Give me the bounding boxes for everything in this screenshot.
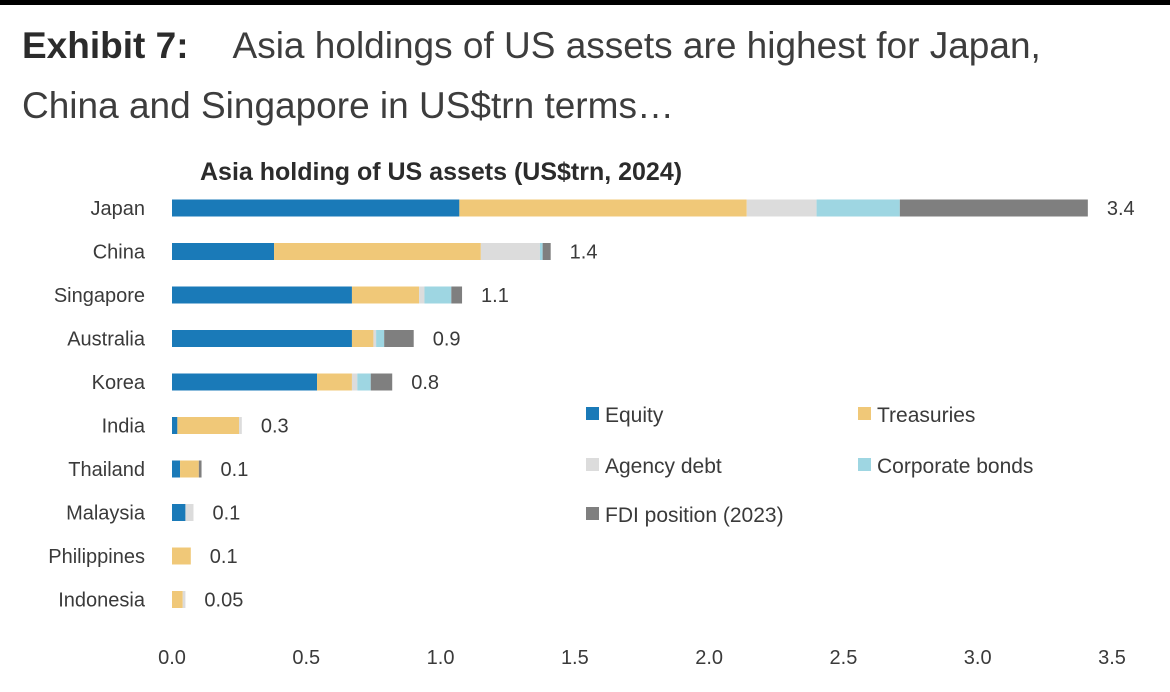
bar-china-fdi-position-2023 bbox=[542, 243, 551, 260]
bar-china-equity bbox=[172, 243, 275, 260]
chart-title: Asia holding of US assets (US$trn, 2024) bbox=[200, 158, 683, 186]
bar-australia-corporate-bonds bbox=[376, 330, 385, 347]
total-label-singapore: 1.1 bbox=[481, 285, 509, 307]
bar-malaysia-agency-debt bbox=[185, 504, 194, 521]
legend-swatch-equity bbox=[586, 407, 599, 420]
legend-label-fdi-position-2023: FDI position (2023) bbox=[605, 504, 784, 527]
bar-singapore-agency-debt bbox=[419, 286, 425, 304]
bar-australia-agency-debt bbox=[373, 330, 377, 347]
total-labels: 3.4 1.4 1.1 0.9 0.8 0.3 0.1 0.1 0.1 0.05 bbox=[204, 198, 1134, 612]
bar-australia-equity bbox=[172, 330, 352, 347]
bar-singapore-equity bbox=[172, 286, 352, 304]
x-tick-label: 1.5 bbox=[561, 647, 589, 669]
bar-korea-agency-debt bbox=[351, 373, 358, 391]
bar-china-treasuries bbox=[274, 243, 481, 260]
legend-label-equity: Equity bbox=[605, 404, 664, 427]
total-label-philippines: 0.1 bbox=[210, 546, 238, 568]
legend-label-treasuries: Treasuries bbox=[877, 404, 975, 427]
category-label-china: China bbox=[93, 242, 146, 264]
category-label-philippines: Philippines bbox=[48, 546, 145, 568]
x-tick-label: 2.5 bbox=[830, 647, 858, 669]
category-label-thailand: Thailand bbox=[68, 459, 145, 481]
bar-indonesia-agency-debt bbox=[182, 591, 186, 608]
legend-label-corporate-bonds: Corporate bonds bbox=[877, 455, 1033, 478]
bar-india-agency-debt bbox=[239, 417, 242, 434]
legend-swatch-treasuries bbox=[858, 407, 871, 420]
bar-korea-treasuries bbox=[317, 373, 352, 391]
x-tick-label: 0.0 bbox=[158, 647, 186, 669]
bar-japan-treasuries bbox=[459, 199, 747, 217]
x-tick-label: 2.0 bbox=[695, 647, 723, 669]
bar-malaysia-equity bbox=[172, 504, 186, 521]
total-label-korea: 0.8 bbox=[411, 372, 439, 394]
category-label-singapore: Singapore bbox=[54, 285, 145, 307]
bar-japan-fdi-position-2023 bbox=[899, 199, 1088, 217]
legend: Equity Treasuries Agency debt Corporate bon… bbox=[586, 404, 1033, 527]
bar-korea-equity bbox=[172, 373, 318, 391]
bar-indonesia-treasuries bbox=[172, 591, 183, 608]
x-tick-label: 0.5 bbox=[292, 647, 320, 669]
bar-thailand-treasuries bbox=[180, 460, 199, 478]
legend-label-agency-debt: Agency debt bbox=[605, 455, 722, 478]
x-tick-label: 3.5 bbox=[1098, 647, 1126, 669]
legend-swatch-fdi-position-2023 bbox=[586, 507, 599, 520]
category-label-japan: Japan bbox=[91, 198, 146, 220]
total-label-malaysia: 0.1 bbox=[212, 503, 240, 525]
x-tick-label: 3.0 bbox=[964, 647, 992, 669]
bar-china-corporate-bonds bbox=[539, 243, 543, 260]
top-border bbox=[0, 0, 1170, 5]
total-label-australia: 0.9 bbox=[433, 329, 461, 351]
total-label-indonesia: 0.05 bbox=[204, 590, 243, 612]
total-label-thailand: 0.1 bbox=[221, 459, 249, 481]
bar-japan-equity bbox=[172, 199, 460, 217]
bar-thailand-equity bbox=[172, 460, 181, 478]
bar-philippines-treasuries bbox=[172, 547, 191, 565]
total-label-japan: 3.4 bbox=[1107, 198, 1135, 220]
total-label-india: 0.3 bbox=[261, 416, 289, 438]
bar-korea-fdi-position-2023 bbox=[370, 373, 393, 391]
category-label-australia: Australia bbox=[67, 329, 146, 351]
bar-singapore-fdi-position-2023 bbox=[451, 286, 463, 304]
bar-thailand-fdi-position-2023 bbox=[198, 460, 202, 478]
category-label-indonesia: Indonesia bbox=[58, 590, 146, 612]
legend-swatch-corporate-bonds bbox=[858, 458, 871, 471]
bar-japan-agency-debt bbox=[746, 199, 817, 217]
category-labels: Japan China Singapore Australia Korea India Th… bbox=[48, 198, 146, 612]
total-label-china: 1.4 bbox=[570, 242, 598, 264]
legend-swatch-agency-debt bbox=[586, 458, 599, 471]
exhibit-heading: Exhibit 7: Asia holdings of US assets are… bbox=[22, 16, 1142, 136]
bar-china-agency-debt bbox=[480, 243, 540, 260]
bar-korea-corporate-bonds bbox=[357, 373, 371, 391]
exhibit-title: Asia holdings of US assets are highest f… bbox=[22, 25, 1041, 126]
bar-india-equity bbox=[172, 417, 178, 434]
category-label-malaysia: Malaysia bbox=[66, 503, 146, 525]
x-axis-ticks: 0.0 0.5 1.0 1.5 2.0 2.5 3.0 3.5 bbox=[158, 647, 1126, 669]
bar-singapore-corporate-bonds bbox=[424, 286, 452, 304]
exhibit-label: Exhibit 7: bbox=[22, 25, 189, 66]
bar-singapore-treasuries bbox=[351, 286, 420, 304]
category-label-india: India bbox=[102, 416, 146, 438]
bar-australia-treasuries bbox=[351, 330, 374, 347]
bars-layer bbox=[172, 199, 1088, 608]
bar-india-treasuries bbox=[177, 417, 240, 434]
category-label-korea: Korea bbox=[92, 372, 146, 394]
bar-australia-fdi-position-2023 bbox=[384, 330, 414, 347]
x-tick-label: 1.0 bbox=[427, 647, 455, 669]
bar-japan-corporate-bonds bbox=[816, 199, 900, 217]
